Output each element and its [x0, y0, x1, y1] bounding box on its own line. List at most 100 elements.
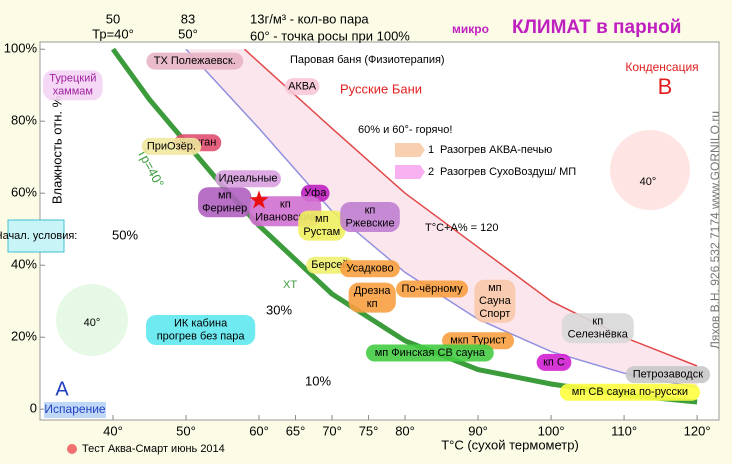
russian-baths: Русские Бани — [340, 81, 422, 96]
climate-zone — [43, 70, 103, 101]
climate-zone-label: кп — [592, 316, 603, 328]
climate-zone — [198, 187, 252, 218]
climate-zone-label: Ржевские — [345, 217, 394, 229]
point-b: B — [658, 74, 673, 99]
legend-label: Разогрев СухоВоздуш/ МП — [440, 166, 576, 178]
top-note: 50° — [178, 26, 198, 41]
glow — [610, 130, 690, 210]
climate-zone — [141, 137, 202, 155]
y-axis-label: Влажность отн. % — [49, 95, 64, 204]
climate-zone-label: Селезнёвка — [568, 329, 629, 341]
y-tick-label: 80% — [11, 113, 37, 128]
climate-zone — [146, 52, 244, 70]
climate-zone-label: Феринер — [202, 203, 247, 215]
x-tick-label: 60° — [249, 423, 269, 438]
x-tick-label: 90° — [468, 423, 488, 438]
xt-label: ХТ — [283, 279, 297, 291]
x-tick-label: 50° — [176, 423, 196, 438]
legend-num: 2 — [428, 166, 434, 178]
climate-zone — [561, 313, 634, 344]
hot-point-label: 60% и 60°- горячо! — [358, 124, 452, 136]
x-tick-label: 100° — [538, 423, 565, 438]
climate-zone — [215, 170, 281, 188]
evaporation-box — [44, 402, 106, 418]
y-tick-label: 40% — [11, 257, 37, 272]
climate-zone — [298, 210, 346, 241]
climate-zone-label: кп — [280, 199, 291, 211]
mid-label: 10% — [305, 373, 331, 388]
climate-zone-label: Уфа — [304, 187, 327, 199]
climate-zone-label: мп СВ сауна по-русски — [572, 386, 688, 398]
x-tick-label: 70° — [322, 423, 342, 438]
climate-zone — [559, 383, 701, 401]
climate-zone-label: Дрезна — [354, 285, 392, 297]
hot-point — [249, 190, 269, 209]
start: Начал. условия: — [0, 230, 77, 242]
figure-label: 40° — [640, 176, 657, 188]
legend-arrow — [395, 143, 425, 157]
test-dot — [67, 444, 77, 454]
top-note: 60° - точка росы при 100% — [250, 28, 410, 43]
point-a: A — [55, 378, 69, 400]
steam-bath: Паровая баня (Физиотерапия) — [290, 54, 445, 66]
climate-zone-label: хаммам — [53, 86, 93, 98]
test-note: Тест Аква-Смарт июнь 2014 — [82, 443, 225, 455]
y-tick-label: 20% — [11, 329, 37, 344]
climate-zone-label: мп — [315, 213, 329, 225]
band — [186, 49, 698, 388]
top-note: 50 — [106, 11, 120, 26]
climate-zone-label: Берсей — [311, 259, 348, 271]
evaporation: Испарение — [44, 402, 105, 416]
legend-arrow — [395, 165, 425, 179]
legend-label: Разогрев АКВА-печью — [440, 144, 552, 156]
legend-num: 1 — [428, 144, 434, 156]
climate-zone — [340, 201, 400, 232]
climate-zone-label: кп — [367, 298, 378, 310]
climate-zone — [348, 282, 396, 313]
climate-zone-label: Петрозаводск — [633, 369, 703, 381]
climate-zone-label: мп — [488, 282, 502, 294]
y-tick-label: 60% — [11, 185, 37, 200]
climate-zone-label: прогрев без пара — [157, 330, 246, 342]
climate-zone-label: Усадково — [346, 263, 393, 275]
top-note: 13г/м³ - кол-во пара — [250, 11, 369, 26]
x-tick-label: 75° — [359, 423, 379, 438]
climate-zone — [365, 344, 494, 362]
climate-zone-label: Турецкий — [49, 73, 96, 85]
climate-zone-label: ПриОзёр. — [147, 140, 196, 152]
condensation: Конденсация — [625, 60, 698, 74]
formula: T°C+A% = 120 — [425, 222, 499, 234]
climate-zone-label: мп Финская СВ сауна — [375, 347, 486, 359]
glow — [56, 284, 128, 356]
climate-zone-label: По-чёрному — [402, 283, 464, 295]
climate-zone — [625, 366, 711, 384]
climate-zone-label: ИК кабина — [174, 317, 228, 329]
title-prefix: микро — [452, 22, 489, 36]
y-tick-label: 0 — [30, 401, 37, 416]
x-tick-label: 65° — [286, 423, 306, 438]
climate-zone-label: Рустам — [303, 226, 340, 238]
climate-zone-label: мп — [218, 190, 232, 202]
author: Ляхов В.Н. 926 532 7174 www.GORNILO.ru — [708, 111, 722, 349]
x-axis-label: T°C (сухой термометр) — [441, 437, 579, 452]
climate-zone — [146, 315, 256, 345]
climate-zone — [340, 260, 400, 278]
mid-label: 50% — [112, 227, 138, 242]
climate-zone-label: Сауна — [479, 295, 512, 307]
x-tick-label: 110° — [611, 423, 637, 438]
x-tick-label: 80° — [395, 423, 415, 438]
top-note: 83 — [181, 11, 195, 26]
chart-title: КЛИМАТ в парной — [512, 17, 681, 38]
climate-zone — [396, 280, 469, 298]
climate-zone-label: АКВА — [288, 81, 317, 93]
x-tick-label: 120° — [684, 423, 711, 438]
climate-zone — [284, 78, 320, 96]
climate-zone-label: Идеальные — [219, 173, 278, 185]
climate-zone-label: кп С — [543, 356, 565, 368]
climate-zone-label: кп — [365, 204, 376, 216]
mid-label: 30% — [266, 302, 292, 317]
y-tick-label: 100% — [4, 41, 38, 56]
climate-zone — [536, 353, 572, 371]
climate-zone — [474, 279, 516, 323]
